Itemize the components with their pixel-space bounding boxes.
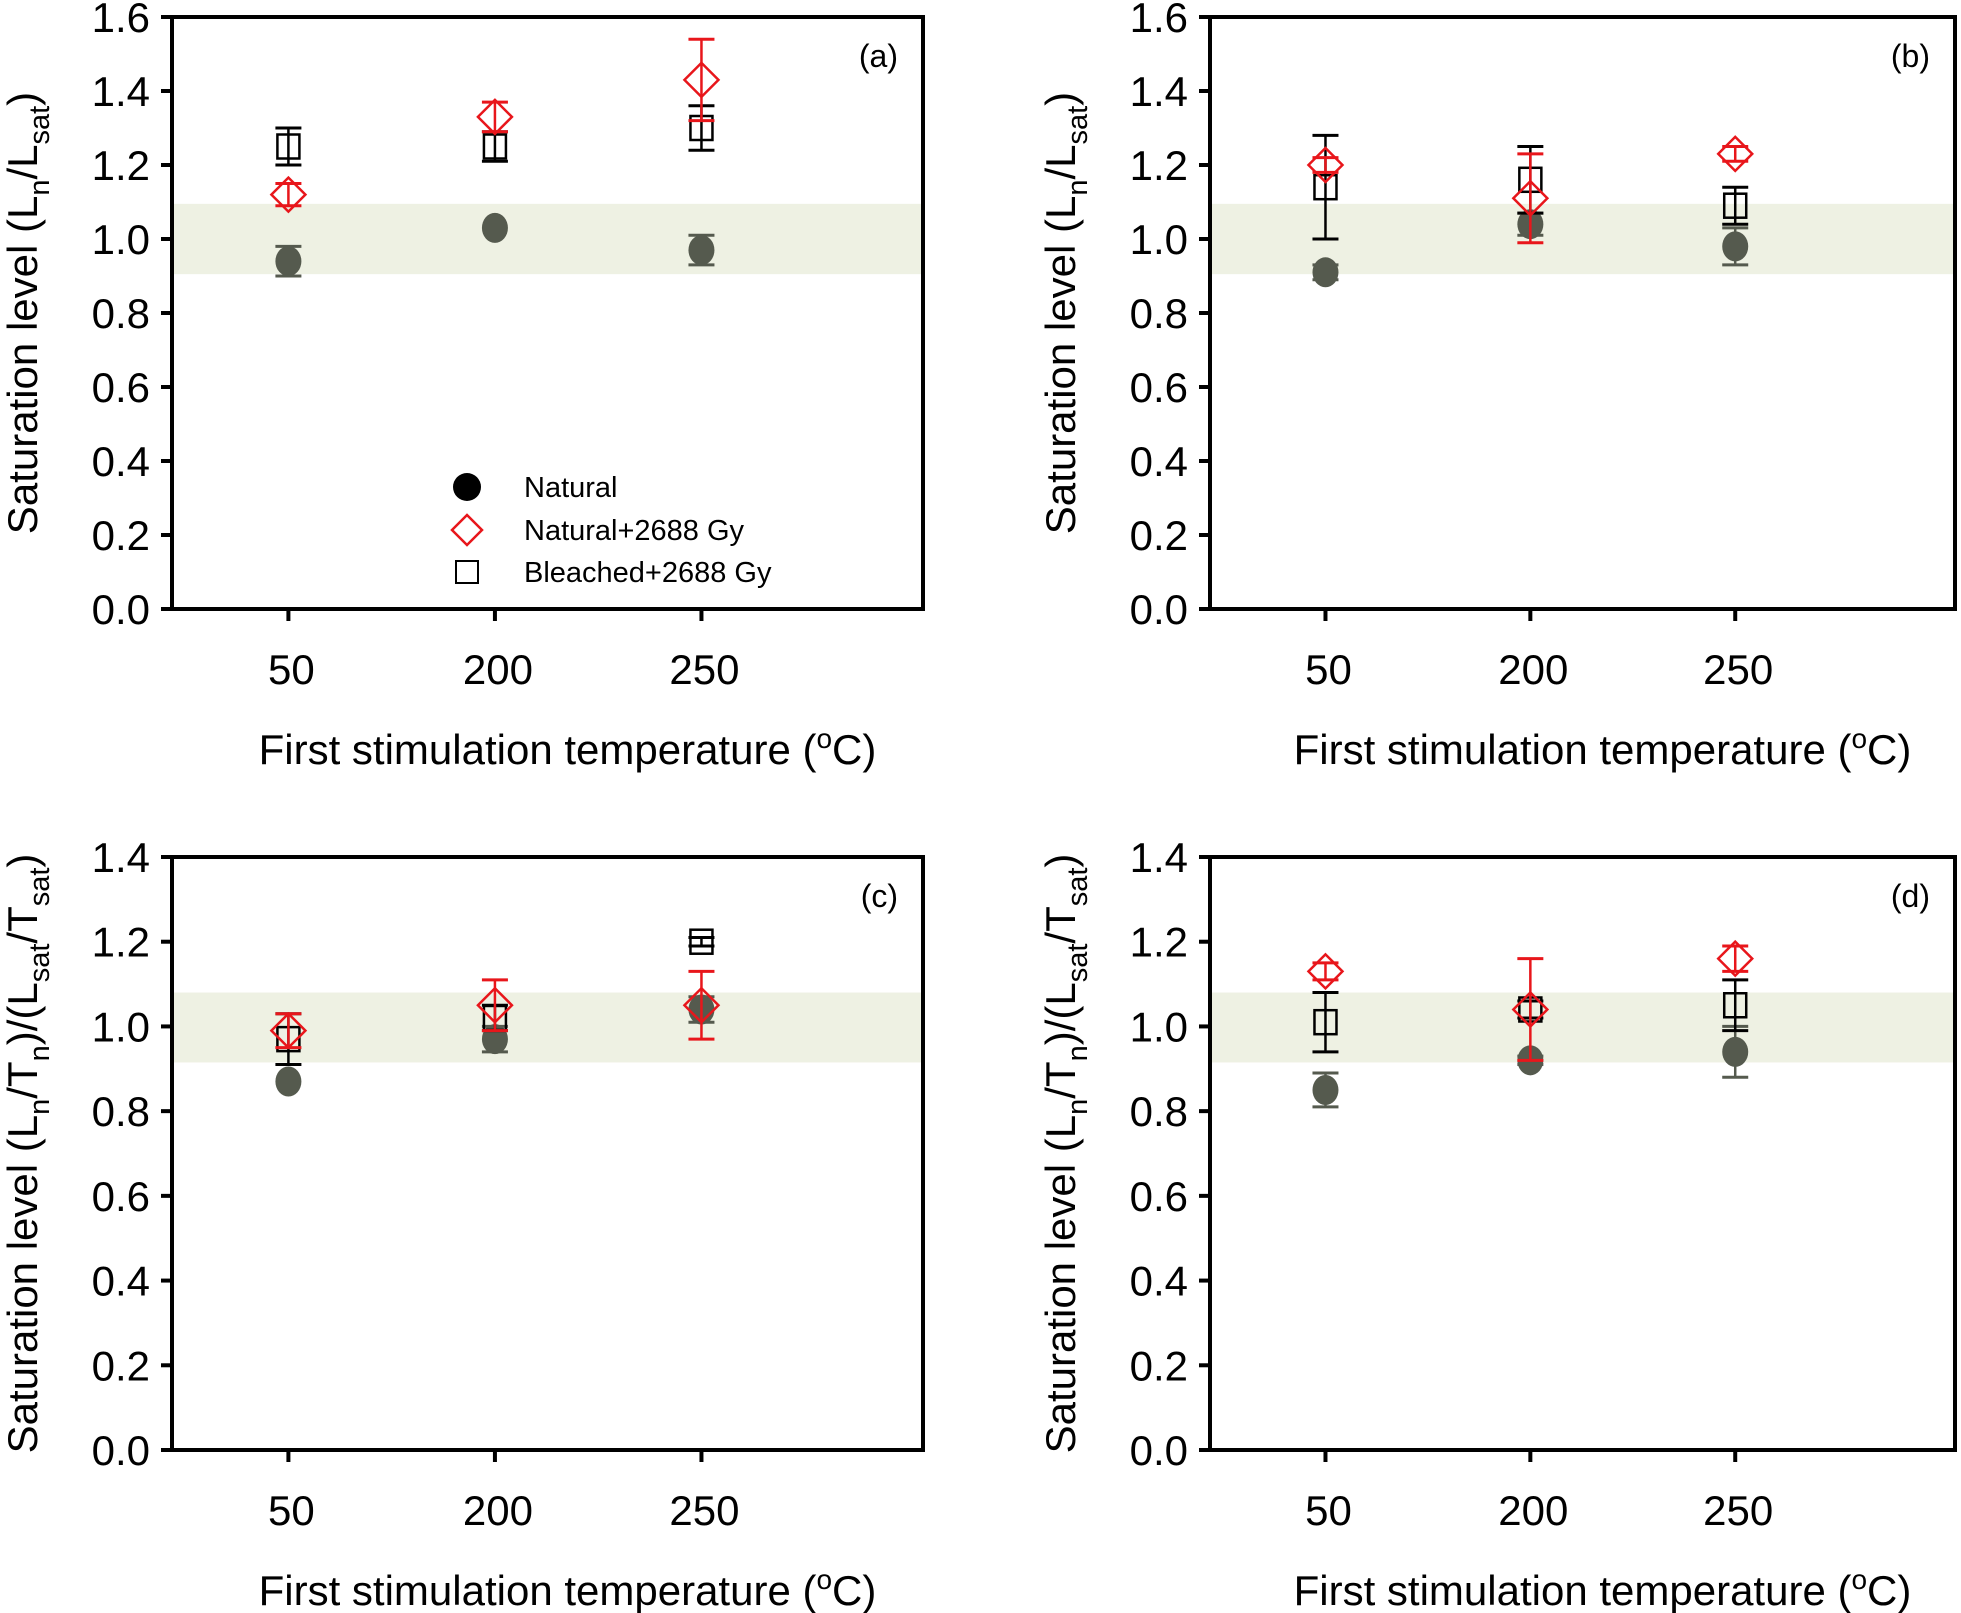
y-tick-label: 0.0: [1130, 1427, 1188, 1474]
x-tick-label: 50: [268, 646, 315, 693]
y-tick-label: 1.0: [92, 216, 150, 263]
y-tick-label: 0.2: [1130, 1342, 1188, 1389]
x-axis-title: First stimulation temperature (oC): [259, 1564, 877, 1613]
data-point-natural-irradiated: [1716, 939, 1754, 978]
y-tick-label: 0.8: [1130, 1088, 1188, 1135]
plot-frame: [170, 855, 925, 1452]
y-tick-label: 1.6: [92, 0, 150, 41]
y-tick-label: 1.2: [1130, 919, 1188, 966]
y-tick-label: 0.4: [92, 1258, 150, 1305]
y-tick-label: 0.6: [92, 364, 150, 411]
data-point-natural-irradiated: [1511, 179, 1550, 218]
y-tick-label: 1.0: [92, 1003, 150, 1050]
y-tick-label: 1.0: [1130, 216, 1188, 263]
data-point-natural: [1722, 1036, 1749, 1067]
y-tick-label: 1.2: [1130, 142, 1188, 189]
data-point-natural-irradiated: [682, 61, 721, 99]
data-point-natural-irradiated: [476, 98, 514, 136]
y-tick-label: 0.4: [1130, 438, 1188, 485]
x-tick-label: 50: [1305, 646, 1352, 693]
data-point-natural-irradiated: [269, 175, 308, 214]
data-point-bleached-irradiated: [689, 928, 714, 955]
y-tick-label: 0.8: [92, 290, 150, 337]
data-point-natural: [275, 246, 302, 277]
y-tick-label: 0.6: [1130, 364, 1188, 411]
panel-c: 0.0 0.2 0.4 0.6 0.8 1.0 1.2 1.4 50 200 250 First st…: [0, 834, 925, 1613]
y-tick-label: 1.2: [92, 919, 150, 966]
x-tick-label: 250: [1703, 1487, 1773, 1534]
y-tick-label: 0.6: [92, 1173, 150, 1220]
data-point-natural: [275, 1066, 302, 1097]
data-point-bleached-irradiated: [1722, 992, 1748, 1019]
panel-label: (b): [1891, 38, 1930, 74]
y-tick-label: 1.4: [1130, 68, 1188, 115]
y-tick-label: 1.4: [92, 68, 150, 115]
data-point-natural-irradiated: [1306, 952, 1345, 991]
x-tick-label: 250: [1703, 646, 1773, 693]
data-point-bleached-irradiated: [1313, 1008, 1338, 1036]
data-point-natural-irradiated: [1306, 146, 1345, 184]
y-tick-label: 1.2: [92, 142, 150, 189]
y-axis-title: Saturation level (Ln/Lsat): [1037, 92, 1094, 534]
y-tick-label: 1.4: [1130, 834, 1188, 881]
data-point-natural: [481, 212, 508, 243]
y-tick-label: 0.2: [1130, 512, 1188, 559]
y-tick-label: 1.0: [1130, 1003, 1188, 1050]
data-point-natural-irradiated: [682, 986, 721, 1025]
y-tick-label: 0.4: [1130, 1258, 1188, 1305]
data-point-bleached-irradiated: [276, 133, 301, 160]
y-tick-label: 1.6: [1130, 0, 1188, 41]
panel-label: (d): [1891, 878, 1930, 914]
data-point-natural-irradiated: [476, 986, 514, 1025]
y-tick-label: 0.0: [92, 1427, 150, 1474]
x-tick-label: 200: [463, 646, 533, 693]
x-tick-label: 200: [463, 1487, 533, 1534]
y-tick-label: 0.8: [92, 1088, 150, 1135]
x-tick-label: 200: [1498, 646, 1568, 693]
data-point-natural-irradiated: [1511, 990, 1550, 1029]
y-tick-label: 0.0: [92, 586, 150, 633]
legend-marker-bleached-irradiated: [455, 560, 479, 584]
y-tick-label: 0.0: [1130, 586, 1188, 633]
y-tick-label: 0.2: [92, 512, 150, 559]
data-point-natural: [1312, 1074, 1339, 1105]
x-axis-title: First stimulation temperature (oC): [259, 723, 877, 773]
plot-frame: [1208, 855, 1957, 1452]
plot-frame: [1208, 15, 1957, 611]
panel-label: (a): [859, 38, 898, 74]
x-tick-label: 200: [1498, 1487, 1568, 1534]
data-point-natural-irradiated: [1716, 135, 1754, 173]
y-tick-label: 0.8: [1130, 290, 1188, 337]
panel-a: 0.0 0.2 0.4 0.6 0.8 1.0 1.2 1.4 1.6 50 200 250 First…: [0, 0, 925, 773]
y-tick-label: 1.4: [92, 834, 150, 881]
y-axis-title: Saturation level (Ln/Tn)/(Lsat/Tsat): [1037, 854, 1094, 1454]
x-tick-label: 50: [268, 1487, 315, 1534]
y-axis-title: Saturation level (Ln/Lsat): [0, 92, 56, 534]
x-tick-label: 50: [1305, 1487, 1352, 1534]
panel-label: (c): [861, 878, 898, 914]
y-tick-label: 0.4: [92, 438, 150, 485]
y-tick-label: 0.6: [1130, 1173, 1188, 1220]
legend-label: Bleached+2688 Gy: [524, 557, 772, 589]
x-axis-title: First stimulation temperature (oC): [1294, 1564, 1912, 1613]
panel-d: 0.0 0.2 0.4 0.6 0.8 1.0 1.2 1.4 50 200 250 First st…: [1037, 834, 1957, 1613]
x-tick-label: 250: [669, 1487, 739, 1534]
x-axis-title: First stimulation temperature (oC): [1294, 723, 1912, 773]
legend-label: Natural: [524, 472, 618, 504]
data-point-natural: [1722, 231, 1749, 262]
data-point-bleached-irradiated: [1722, 192, 1748, 219]
y-tick-label: 0.2: [92, 1342, 150, 1389]
data-point-natural: [688, 235, 715, 266]
data-point-natural-irradiated: [269, 1011, 308, 1050]
x-tick-label: 250: [669, 646, 739, 693]
legend: Natural Natural+2688 Gy Bleached+2688 Gy: [450, 472, 772, 589]
data-point-natural: [1312, 257, 1339, 288]
data-point-bleached-irradiated: [1313, 173, 1338, 201]
legend-marker-natural: [453, 473, 481, 501]
y-axis-title: Saturation level (Ln/Tn)/(Lsat/Tsat): [0, 854, 56, 1454]
legend-label: Natural+2688 Gy: [524, 515, 745, 547]
legend-marker-natural-irradiated: [450, 513, 484, 547]
panel-b: 0.0 0.2 0.4 0.6 0.8 1.0 1.2 1.4 1.6 50 200 250 First…: [1037, 0, 1957, 773]
